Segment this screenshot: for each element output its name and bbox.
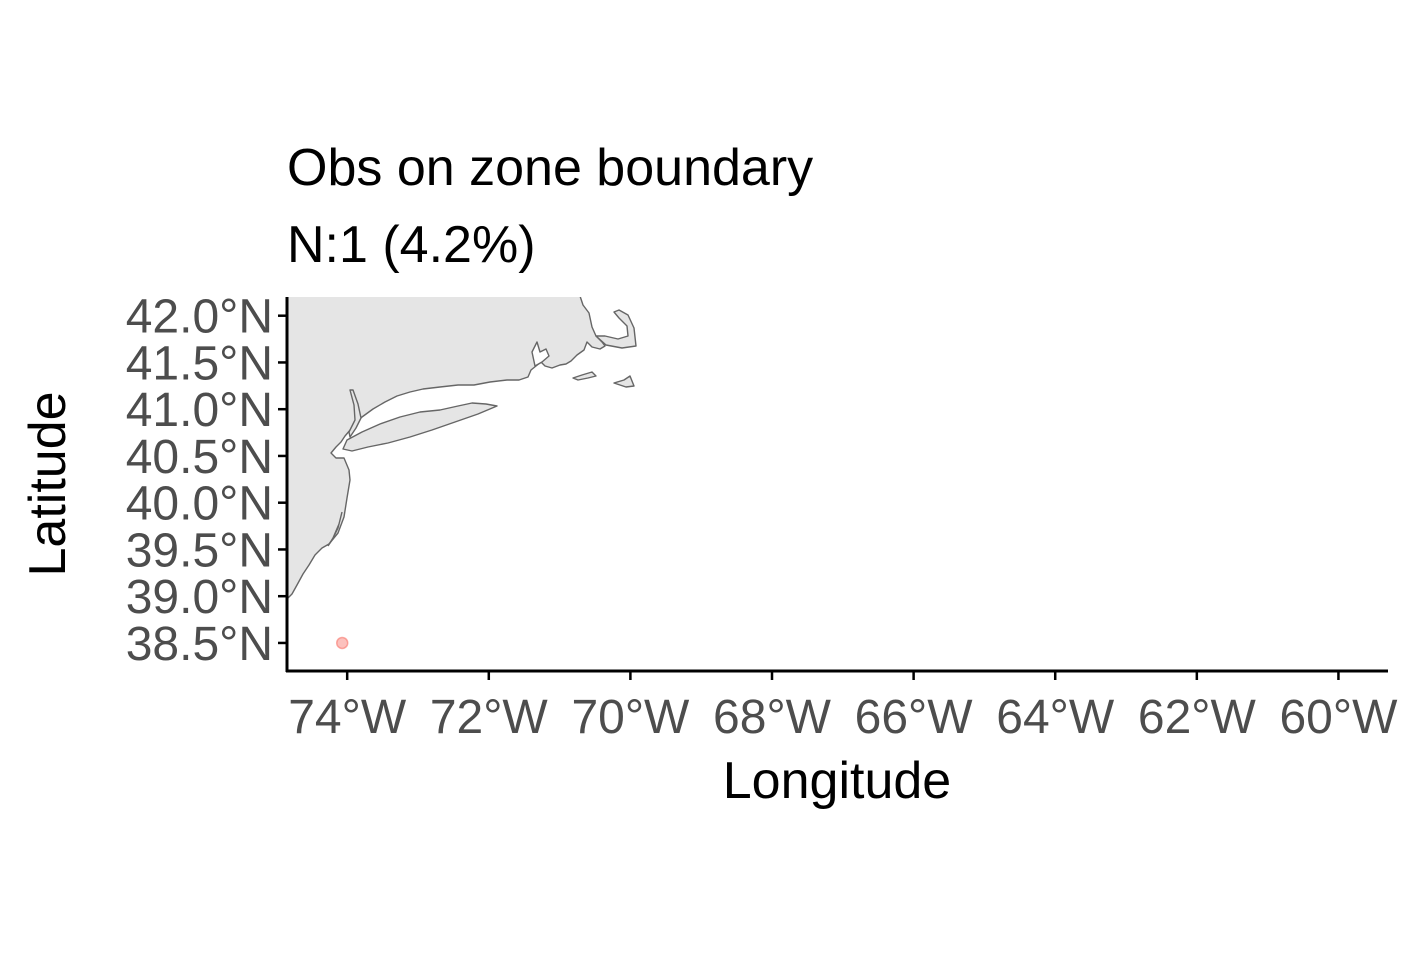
y-tick-label: 41.5°N <box>126 337 273 390</box>
y-tick-label: 39.0°N <box>126 571 273 624</box>
mainland-shape <box>287 297 606 600</box>
y-tick-label: 39.5°N <box>126 524 273 577</box>
y-tick-label: 42.0°N <box>126 291 273 344</box>
x-tick-label: 74°W <box>288 691 407 744</box>
observation-point <box>335 636 349 650</box>
chart-subtitle: N:1 (4.2%) <box>287 216 536 274</box>
x-tick-label: 64°W <box>996 691 1115 744</box>
x-tick-label: 70°W <box>571 691 690 744</box>
x-tick-label: 60°W <box>1279 691 1398 744</box>
y-tick-label: 41.0°N <box>126 384 273 437</box>
x-tick-label: 72°W <box>430 691 549 744</box>
map-panel <box>287 297 637 650</box>
x-tick-label: 68°W <box>713 691 832 744</box>
barrier-island-line <box>327 511 343 547</box>
bay-inlet-shape <box>531 341 550 367</box>
y-tick-label: 38.5°N <box>126 618 273 671</box>
observation-points <box>335 636 349 650</box>
y-tick-label: 40.5°N <box>126 431 273 484</box>
x-tick-label: 62°W <box>1138 691 1257 744</box>
y-tick-label: 40.0°N <box>126 478 273 531</box>
x-tick-label: 66°W <box>855 691 974 744</box>
marthas-vineyard-shape <box>572 371 597 381</box>
nantucket-shape <box>613 375 635 388</box>
long-island-shape <box>342 402 498 452</box>
x-axis-title: Longitude <box>723 752 951 810</box>
chart-title: Obs on zone boundary <box>287 139 813 197</box>
axes: 74°W 72°W 70°W 68°W 66°W 64°W 62°W 60°W42.0°N41… <box>126 291 1398 744</box>
cape-cod-shape <box>595 309 637 349</box>
hudson-peninsula-shape <box>348 389 362 438</box>
land-polygons <box>287 297 637 600</box>
y-axis-title: Latitude <box>19 391 77 576</box>
